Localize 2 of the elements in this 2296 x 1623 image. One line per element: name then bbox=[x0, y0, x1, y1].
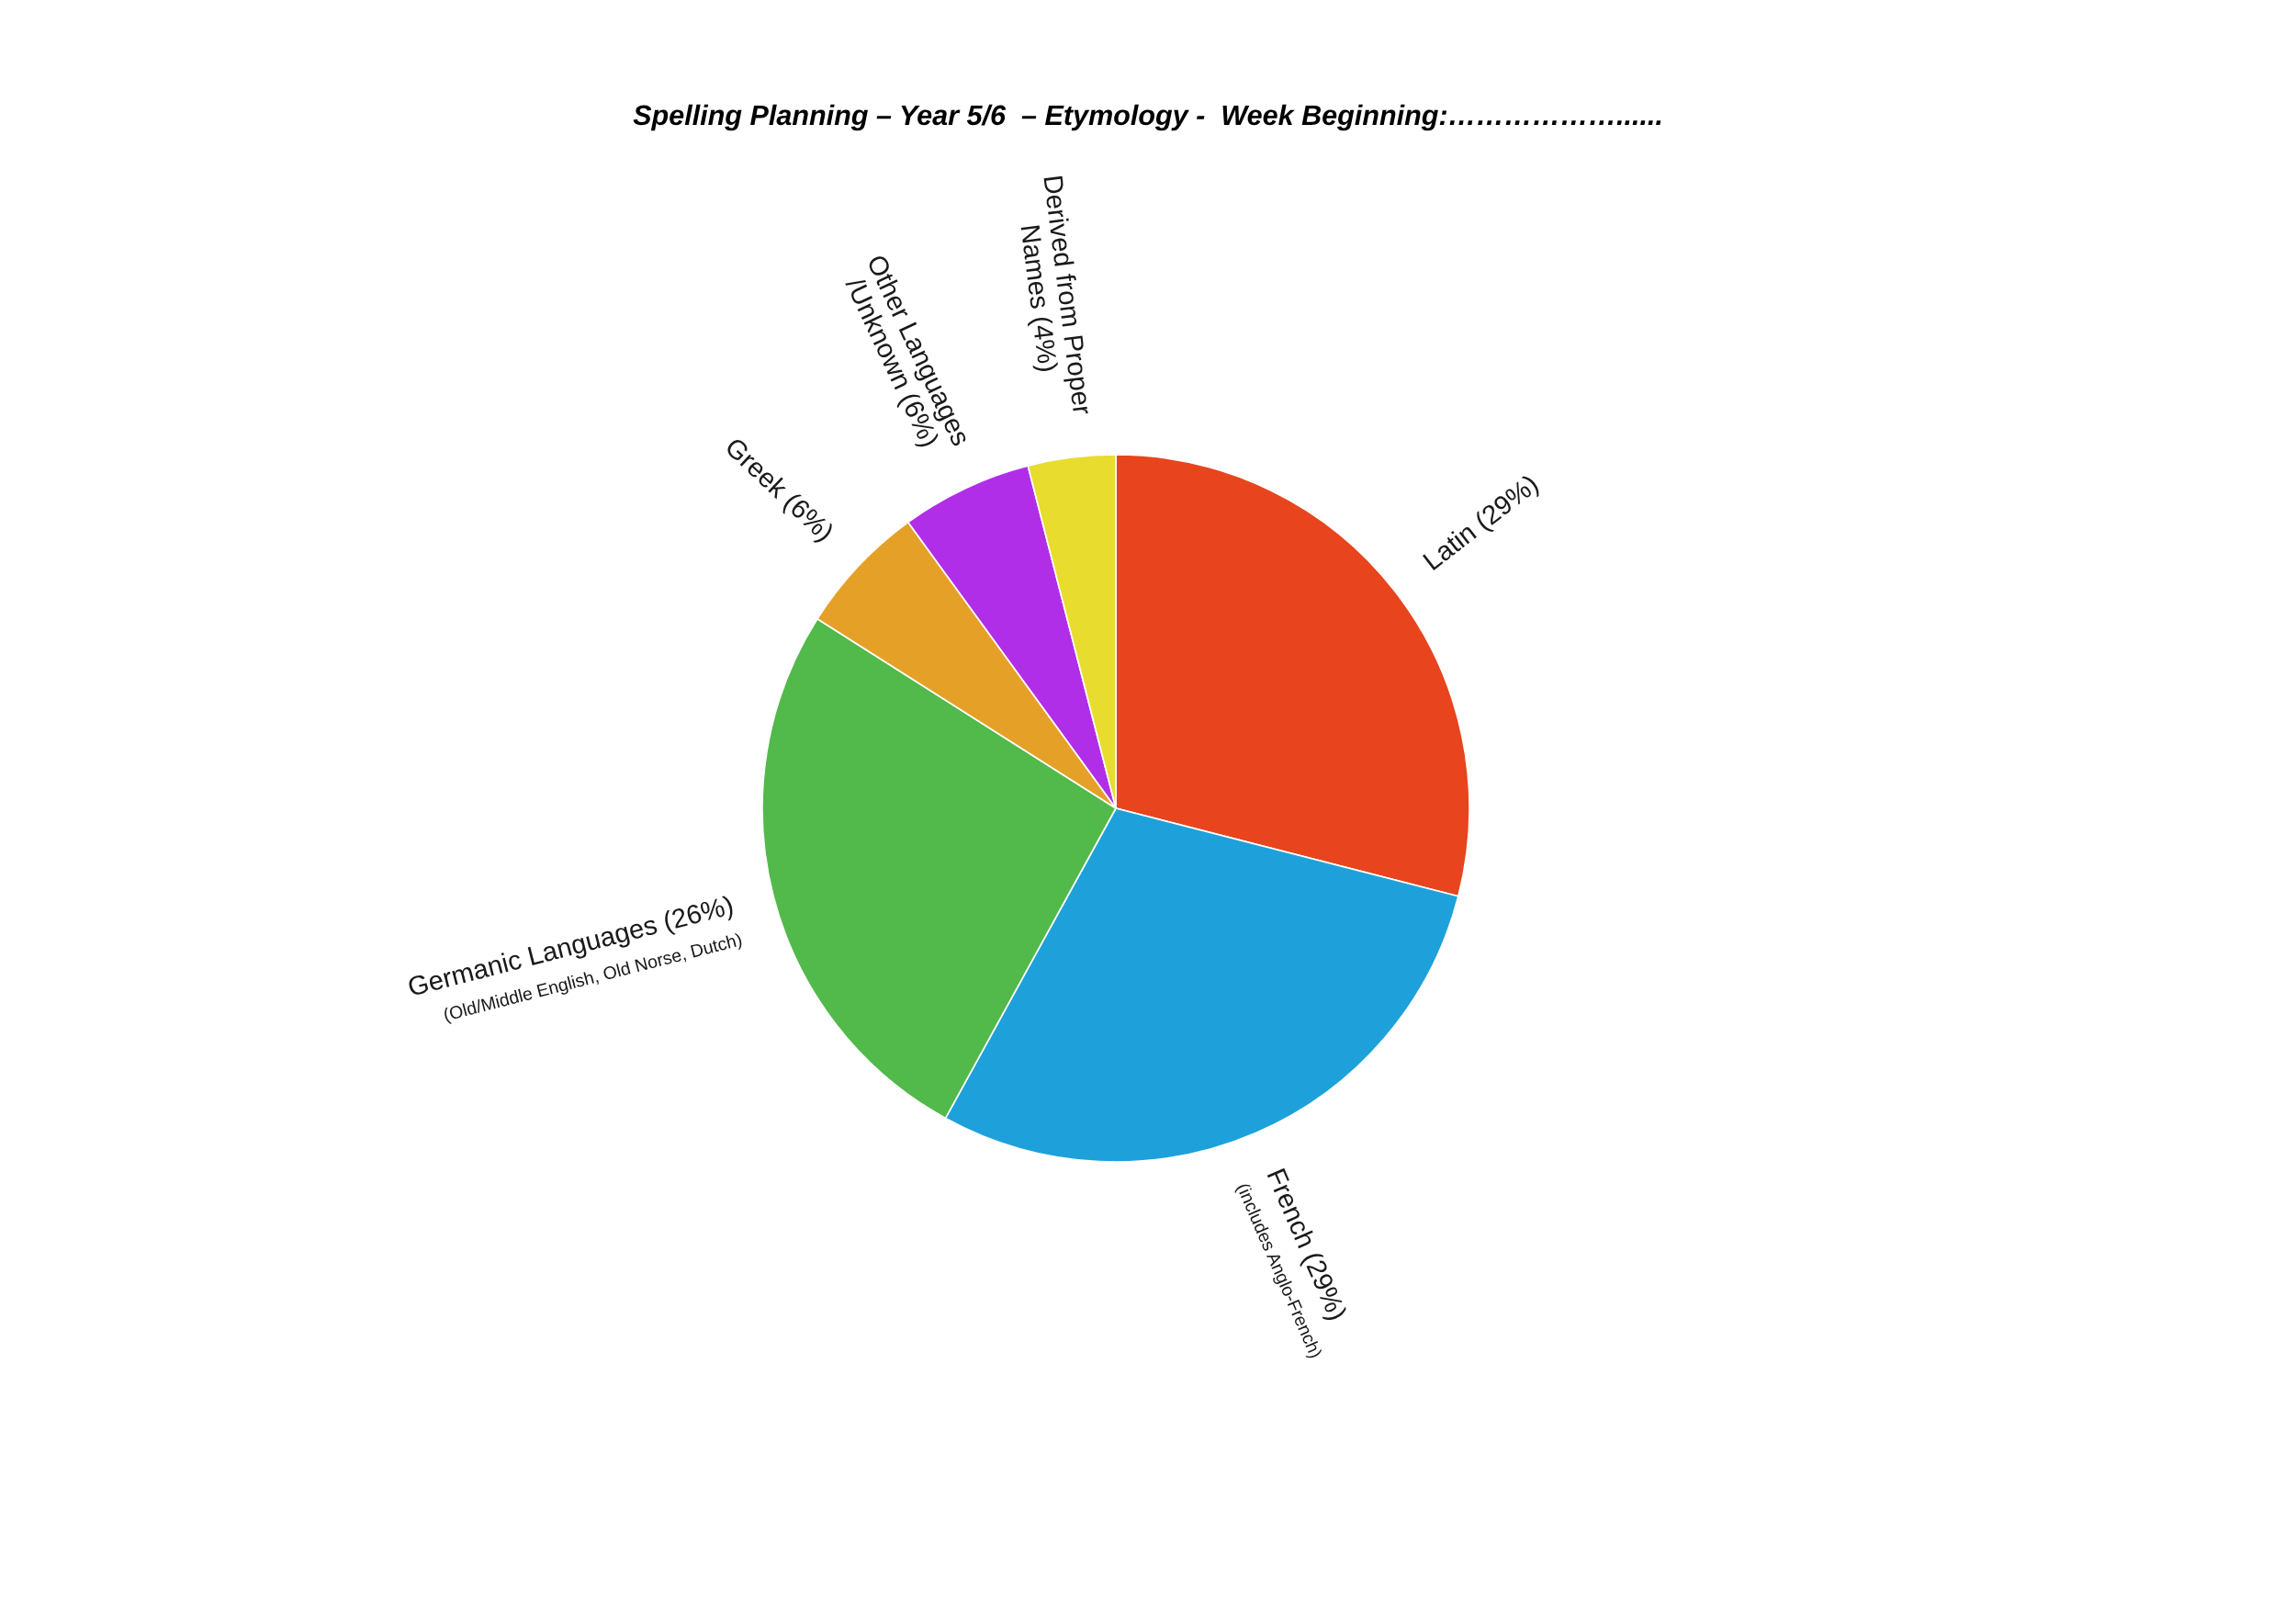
slice-label: Derived from Proper Names (4%) bbox=[1015, 175, 1094, 416]
chart-title: Spelling Planning – Year 5/6 – Etymology - Week Beginning:………………...... bbox=[633, 104, 1661, 131]
